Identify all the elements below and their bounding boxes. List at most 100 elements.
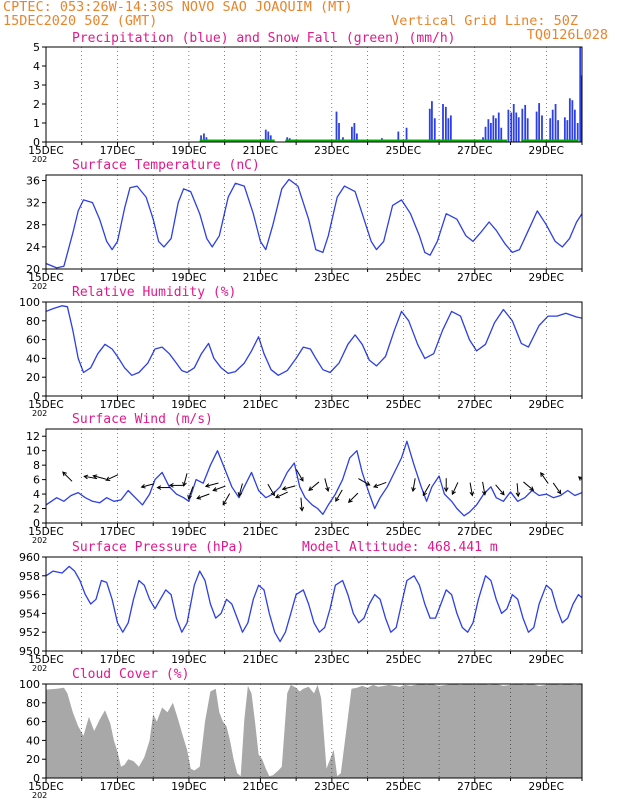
wind-arrow-head bbox=[92, 474, 98, 479]
header-date-line: 15DEC2020 50Z (GMT) bbox=[3, 13, 158, 29]
precip-bar bbox=[203, 133, 205, 142]
precip-frame bbox=[45, 46, 583, 143]
wind-xtick-label: 15DEC bbox=[28, 526, 63, 538]
pressure-xtick-label: 25DEC bbox=[386, 654, 421, 666]
wind-arrow-head bbox=[204, 483, 210, 488]
wind-arrow-head bbox=[373, 483, 379, 488]
cloud-ytick-label: 80 bbox=[26, 697, 40, 710]
wind-arrow bbox=[267, 483, 275, 497]
rh-ytick-label: 20 bbox=[26, 371, 40, 384]
wind-arrow-head bbox=[222, 500, 227, 506]
wind-arrow-shaft bbox=[93, 475, 107, 480]
wind-arrow-head bbox=[140, 483, 146, 489]
wind-arrow-head bbox=[500, 490, 505, 496]
wind-arrow-head bbox=[62, 471, 67, 477]
rh-year-fragment: 202 bbox=[32, 409, 47, 418]
precip-bar bbox=[576, 123, 579, 142]
wind-arrow-shaft bbox=[84, 475, 98, 480]
cloud-frame bbox=[45, 683, 583, 779]
temp-xtick-label: 19DEC bbox=[171, 272, 206, 284]
wind-arrow-shaft bbox=[300, 497, 303, 511]
wind-arrow bbox=[411, 478, 416, 493]
precip-bar bbox=[489, 123, 492, 142]
rh-frame bbox=[45, 301, 583, 397]
rh-xtick-label: 29DEC bbox=[529, 399, 564, 411]
precip-bar bbox=[573, 109, 576, 142]
wind-arrow-shaft bbox=[603, 485, 614, 492]
wind-arrow-head bbox=[578, 476, 582, 481]
wind-arrow-head bbox=[556, 489, 562, 495]
wind-arrow bbox=[603, 485, 614, 492]
precip-bar bbox=[492, 115, 495, 142]
precip-xtick-label: 15DEC bbox=[28, 145, 63, 157]
wind-arrow-shaft bbox=[552, 482, 562, 494]
rh-data-group bbox=[46, 305, 582, 376]
wind-arrow-shaft bbox=[238, 483, 243, 497]
precip-xtick-label: 17DEC bbox=[100, 145, 135, 157]
temp-xtick-label: 15DEC bbox=[28, 272, 63, 284]
precip-xtick-label: 29DEC bbox=[529, 145, 564, 157]
precip-bar bbox=[510, 112, 513, 142]
precip-bar bbox=[447, 118, 450, 142]
wind-arrow-head bbox=[469, 491, 475, 497]
precip-ytick-label: 4 bbox=[33, 60, 40, 73]
precip-bar bbox=[428, 108, 431, 142]
rh-title: Relative Humidity (%) bbox=[72, 285, 236, 300]
pressure-ytick-label: 960 bbox=[19, 551, 40, 564]
temp-xtick-label: 17DEC bbox=[100, 272, 135, 284]
wind-arrow-shaft bbox=[578, 476, 582, 481]
precip-bar bbox=[521, 108, 524, 142]
precip-bar bbox=[549, 118, 552, 142]
cloud-panel: 0 20 40 60 80 100 15DEC 17DEC 19DEC 21DEC 23DEC 25D… bbox=[19, 667, 583, 800]
precip-ytick-label: 1 bbox=[33, 117, 40, 130]
wind-arrow-shaft bbox=[275, 491, 288, 499]
wind-arrow-shaft bbox=[358, 478, 370, 486]
temp-ytick-label: 28 bbox=[26, 219, 40, 232]
wind-arrow bbox=[187, 486, 194, 500]
precip-data-group bbox=[199, 47, 582, 142]
wind-arrow-shaft bbox=[324, 478, 329, 492]
wind-xtick-label: 21DEC bbox=[243, 526, 278, 538]
wind-arrow bbox=[540, 471, 549, 484]
wind-arrow bbox=[83, 474, 98, 480]
wind-arrow-head bbox=[212, 487, 218, 492]
wind-arrow-shaft bbox=[188, 486, 194, 499]
wind-arrow bbox=[422, 483, 431, 497]
wind-arrow-head bbox=[347, 498, 353, 504]
precip-bar bbox=[535, 111, 538, 142]
precip-bar bbox=[335, 111, 338, 142]
wind-arrow-shaft bbox=[373, 481, 387, 488]
temp-ytick-label: 32 bbox=[26, 197, 40, 210]
cloud-ytick-label: 40 bbox=[26, 734, 40, 747]
precip-bar bbox=[405, 127, 408, 142]
precip-xtick-label: 21DEC bbox=[243, 145, 278, 157]
rh-xtick-label: 21DEC bbox=[243, 399, 278, 411]
wind-arrow-shaft bbox=[591, 482, 602, 489]
temp-ytick-label: 24 bbox=[26, 241, 40, 254]
wind-arrow-head bbox=[451, 490, 456, 496]
temp-title: Surface Temperature (nC) bbox=[72, 158, 260, 173]
wind-year-fragment: 202 bbox=[32, 536, 47, 545]
temp-year-fragment: 202 bbox=[32, 282, 47, 291]
precip-bar bbox=[264, 129, 267, 142]
temp-panel: 20 24 28 32 36 15DEC 17DEC 19DEC 21DEC 23DEC 25DEC… bbox=[26, 158, 583, 291]
wind-arrow bbox=[296, 469, 304, 482]
wind-arrow bbox=[105, 474, 119, 481]
pressure-panel: 950 952 954 956 958 960 15DEC 17DEC 19DEC 21DEC 23… bbox=[19, 540, 583, 673]
temp-ytick-label: 36 bbox=[26, 175, 40, 188]
precip-panel: 0 1 2 3 4 5 15DEC 17DEC 19DEC 21DEC 23DEC 25DEC 27DE… bbox=[28, 31, 583, 164]
wind-arrow bbox=[481, 481, 487, 496]
wind-arrow-shaft bbox=[213, 485, 226, 491]
precip-bar bbox=[500, 127, 503, 142]
temp-xtick-label: 23DEC bbox=[314, 272, 349, 284]
wind-arrow-head bbox=[515, 492, 521, 498]
rh-ytick-label: 40 bbox=[26, 352, 40, 365]
header-model-code: TQ0126L028 bbox=[526, 27, 608, 43]
wind-arrow-head bbox=[299, 476, 304, 482]
wind-ytick-label: 6 bbox=[33, 474, 40, 487]
temp-xtick-label: 21DEC bbox=[243, 272, 278, 284]
precip-bar bbox=[551, 109, 554, 142]
precip-bar bbox=[487, 119, 490, 142]
pressure-xtick-label: 21DEC bbox=[243, 654, 278, 666]
